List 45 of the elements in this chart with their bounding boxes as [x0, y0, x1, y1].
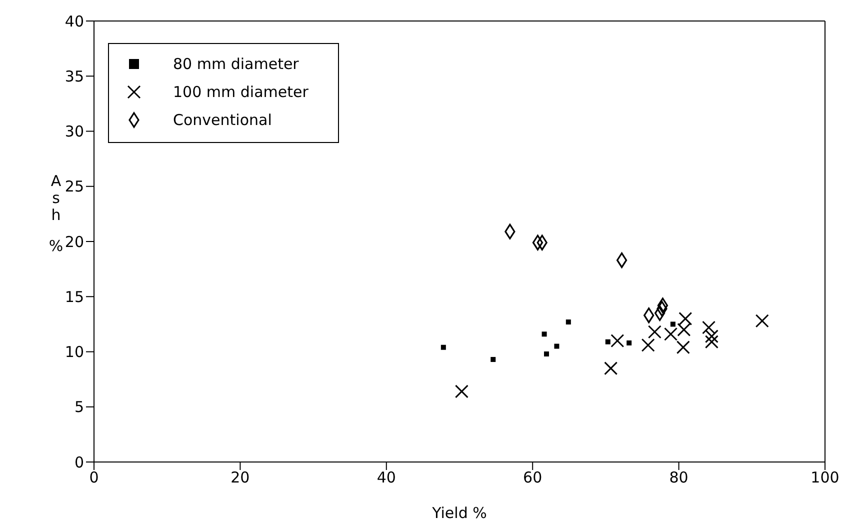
- x-tick-label: 0: [89, 468, 99, 487]
- point: [704, 330, 718, 344]
- point: [676, 340, 690, 354]
- point: [641, 338, 655, 352]
- y-tick-label: 5: [74, 398, 84, 416]
- x-tick-label: 60: [523, 468, 542, 487]
- point: [702, 320, 716, 334]
- x-tick-label: 20: [230, 468, 250, 487]
- point: [657, 298, 668, 314]
- point: [648, 325, 662, 339]
- point: [755, 314, 769, 328]
- y-axis-title: Ash %: [48, 172, 64, 255]
- point: [654, 305, 666, 321]
- point: [605, 339, 610, 344]
- point: [678, 312, 692, 326]
- legend-label: 80 mm diameter: [173, 55, 299, 73]
- point: [670, 322, 676, 327]
- point: [664, 327, 678, 341]
- point: [626, 340, 632, 346]
- point: [532, 234, 544, 250]
- y-tick-label: 30: [64, 122, 84, 141]
- point: [704, 335, 718, 349]
- y-tick-label: 35: [64, 67, 84, 86]
- point: [554, 344, 560, 349]
- point: [490, 356, 496, 362]
- y-tick-label: 40: [64, 12, 84, 30]
- point: [440, 344, 446, 350]
- point: [454, 384, 468, 398]
- x-tick-label: 100: [810, 468, 840, 487]
- y-tick-label: 25: [64, 178, 84, 196]
- legend-label: Conventional: [173, 111, 272, 129]
- x-tick-label: 80: [669, 468, 688, 487]
- x-tick-label: 40: [376, 468, 396, 487]
- point: [610, 334, 624, 348]
- y-tick-label: 0: [74, 453, 84, 472]
- y-tick-label: 20: [64, 232, 84, 251]
- x-axis-title: Yield %: [431, 504, 487, 522]
- point: [566, 319, 571, 324]
- y-tick-label: 15: [64, 288, 84, 306]
- point: [604, 362, 618, 376]
- point: [677, 322, 691, 336]
- point: [542, 332, 547, 337]
- point: [544, 351, 549, 356]
- y-tick-label: 10: [64, 343, 84, 362]
- legend-label: 100 mm diameter: [173, 83, 308, 101]
